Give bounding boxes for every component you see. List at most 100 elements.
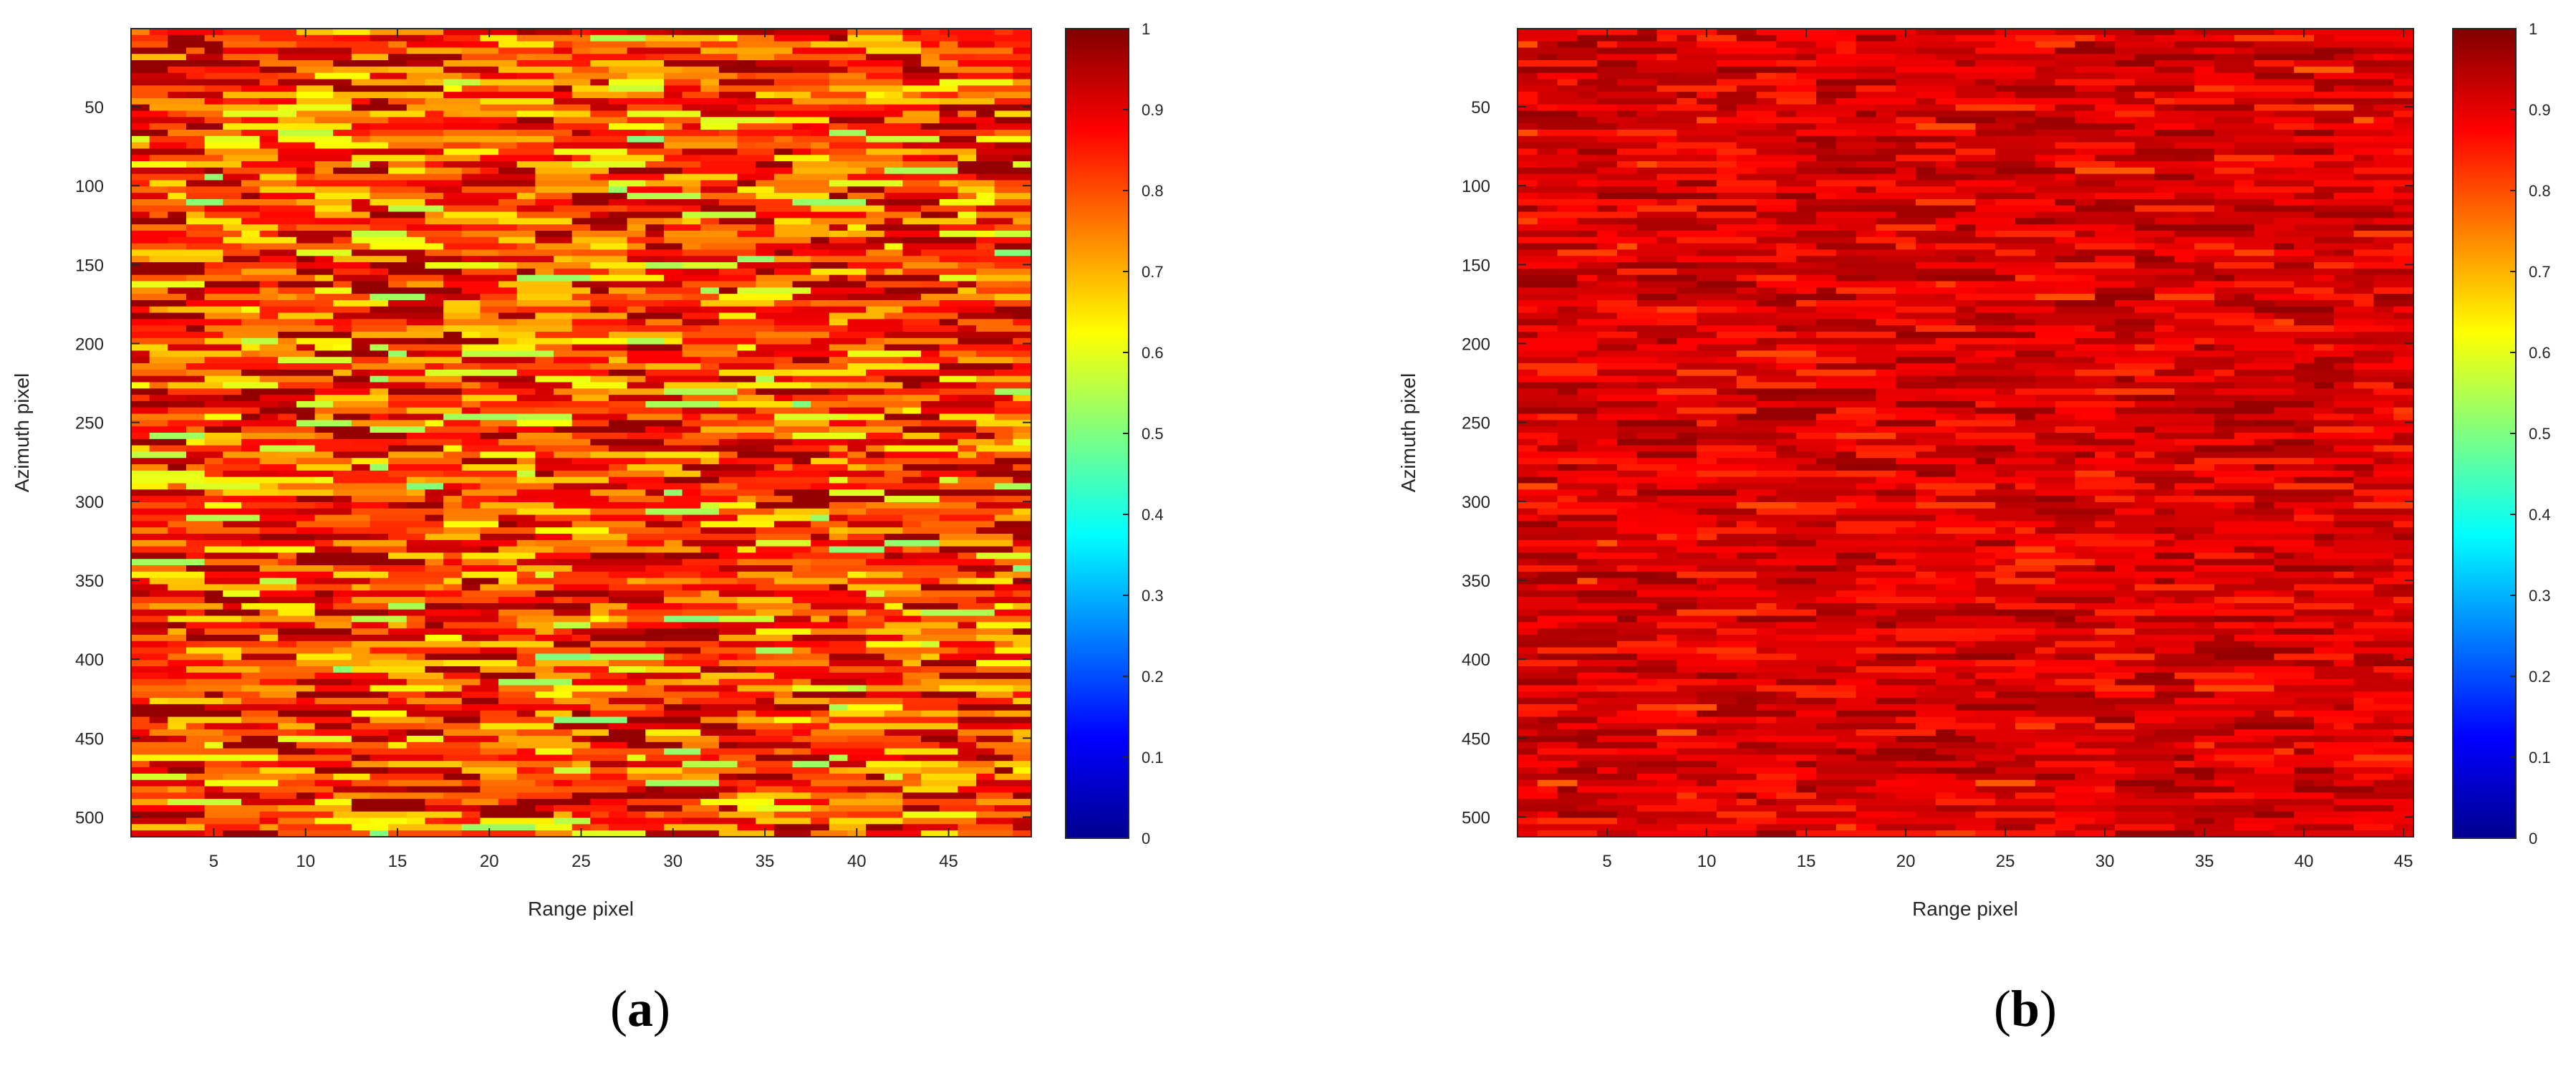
heatmap-cell [1617,79,1658,86]
heatmap-cell [2333,193,2394,200]
heatmap-cell [1677,433,1697,440]
heatmap-cell [1935,97,2016,105]
heatmap-cell [957,92,995,99]
heatmap-cell [516,205,554,213]
heatmap-cell [1756,407,1837,415]
heatmap-cell [461,761,518,768]
heatmap-cell [1796,148,1837,155]
heatmap-cell [1518,476,1558,484]
heatmap-cell [1518,60,1598,67]
heatmap-cell [700,666,738,673]
x-tick-label: 10 [296,852,315,871]
heatmap-cell [149,445,187,453]
heatmap-cell [370,647,407,655]
heatmap-cell [185,445,242,453]
heatmap-cell [223,584,297,591]
heatmap-cell [314,205,352,213]
heatmap-cell [1876,496,1916,503]
heatmap-cell [1896,344,1957,352]
heatmap-cell [700,521,775,528]
heatmap-cell [2134,123,2156,130]
heatmap-cell [939,546,1013,554]
heatmap-cell [131,148,206,155]
heatmap-cell [1597,41,1618,49]
heatmap-cell [1776,799,1837,806]
heatmap-cell [296,691,371,698]
heatmap-cell [1756,602,1777,610]
heatmap-cell [131,287,168,294]
heatmap-cell [957,180,995,187]
heatmap-cell [2294,748,2315,756]
heatmap-cell [259,514,316,522]
heatmap-cell [2194,761,2235,768]
heatmap-cell [461,552,536,560]
heatmap-cell [259,205,316,213]
heatmap-cell [1835,148,1876,155]
heatmap-cell [2055,350,2116,357]
heatmap-cell [2314,729,2374,736]
heatmap-cell [1656,54,1677,61]
heatmap-cell [1617,262,1697,269]
heatmap-cell [2353,85,2414,92]
heatmap-cell [296,653,352,661]
heatmap-cell [2214,193,2295,200]
heatmap-cell [682,186,701,193]
heatmap-cell [223,92,297,99]
heatmap-cell [333,433,407,440]
heatmap-cell [204,552,279,560]
heatmap-cell [2294,130,2335,137]
heatmap-cell [259,344,297,352]
heatmap-cell [847,508,867,516]
heatmap-cell [443,123,499,130]
heatmap-cell [498,218,573,225]
heatmap-cell [204,117,242,124]
heatmap-cell [241,319,316,326]
heatmap-cell [1013,363,1032,370]
heatmap-cell [535,54,573,61]
heatmap-cell [2254,464,2274,471]
heatmap-cell [884,231,940,238]
heatmap-cell [2095,767,2136,774]
heatmap-cell [1518,496,1558,503]
heatmap-cell [2194,256,2255,263]
heatmap-cell [1597,167,1638,175]
heatmap-cell [461,779,481,787]
heatmap-cell [2194,211,2215,219]
heatmap-cell [1876,231,1896,238]
heatmap-cell [480,306,518,314]
heatmap-cell [185,647,242,655]
heatmap-cell [2134,710,2195,718]
heatmap-cell [829,85,904,92]
heatmap-cell [498,678,573,686]
heatmap-cell [406,433,481,440]
heatmap-cell [792,458,811,465]
heatmap-cell [2095,198,2116,206]
heatmap-cell [1537,413,1578,421]
heatmap-cell [535,268,554,276]
heatmap-cell [2095,34,2116,42]
heatmap-cell [829,824,867,831]
heatmap-cell [314,539,334,547]
heatmap-cell [756,72,830,80]
heatmap-cell [314,546,352,554]
heatmap-cell [2095,716,2136,724]
heatmap-cell [2134,489,2175,496]
heatmap-cell [535,180,609,187]
heatmap-cell [314,161,352,168]
heatmap-cell [425,117,444,124]
heatmap-cell [1995,268,2056,276]
heatmap-cell [2134,552,2156,560]
heatmap-cell [2055,262,2136,269]
heatmap-cell [516,130,573,137]
heatmap-cell [571,754,628,762]
heatmap-cell [627,337,665,345]
heatmap-cell [939,299,995,307]
heatmap-cell [1677,236,1697,244]
heatmap-cell [663,597,738,604]
heatmap-cell [2333,792,2414,800]
heatmap-cell [1013,319,1032,326]
heatmap-cell [1557,483,1618,490]
heatmap-cell [939,92,958,99]
heatmap-cell [1816,786,1857,793]
heatmap-cell [902,142,922,150]
